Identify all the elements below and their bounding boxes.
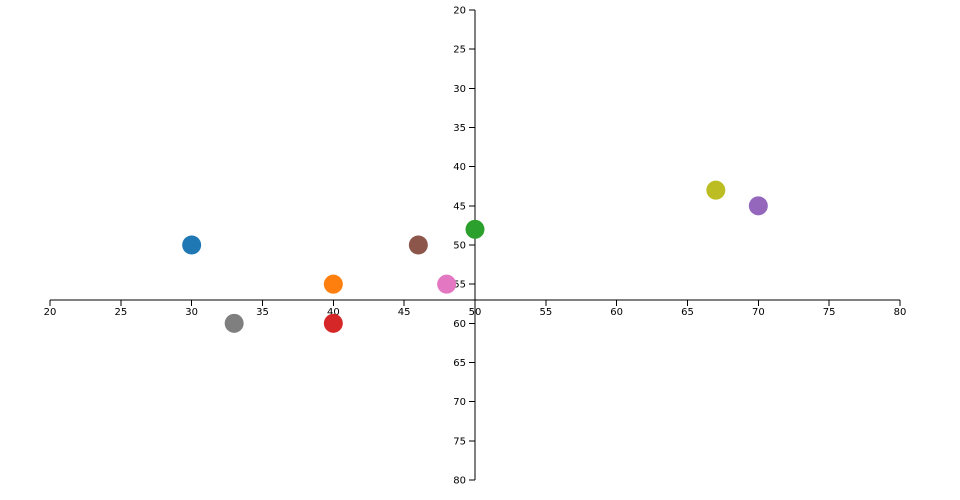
- y-tick-label: 60: [453, 319, 466, 330]
- x-tick-label: 55: [539, 307, 552, 318]
- y-tick-label: 20: [453, 6, 466, 17]
- point: [323, 274, 343, 294]
- x-tick-label: 30: [185, 307, 198, 318]
- point: [748, 196, 768, 216]
- x-tick-label: 50: [469, 307, 482, 318]
- x-tick-label: 25: [114, 307, 127, 318]
- x-tick-label: 40: [327, 307, 340, 318]
- x-tick-label: 20: [44, 307, 57, 318]
- x-tick-label: 35: [256, 307, 269, 318]
- point: [182, 235, 202, 255]
- y-tick-label: 65: [453, 358, 466, 369]
- x-tick-label: 45: [398, 307, 411, 318]
- y-tick-label: 25: [453, 45, 466, 56]
- y-tick-label: 70: [453, 397, 466, 408]
- y-tick-label: 75: [453, 436, 466, 447]
- y-tick-label: 50: [453, 241, 466, 252]
- x-tick-label: 80: [894, 307, 907, 318]
- point: [465, 219, 485, 239]
- x-tick-label: 75: [823, 307, 836, 318]
- x-tick-label: 65: [681, 307, 694, 318]
- y-tick-label: 40: [453, 162, 466, 173]
- point: [323, 313, 343, 333]
- y-tick-label: 35: [453, 123, 466, 134]
- point: [706, 180, 726, 200]
- y-tick-label: 45: [453, 201, 466, 212]
- y-tick-label: 80: [453, 476, 466, 487]
- y-tick-label: 30: [453, 84, 466, 95]
- x-tick-label: 60: [610, 307, 623, 318]
- point: [408, 235, 428, 255]
- x-tick-label: 70: [752, 307, 765, 318]
- y-tick-label: 55: [453, 280, 466, 291]
- point: [437, 274, 457, 294]
- point: [224, 313, 244, 333]
